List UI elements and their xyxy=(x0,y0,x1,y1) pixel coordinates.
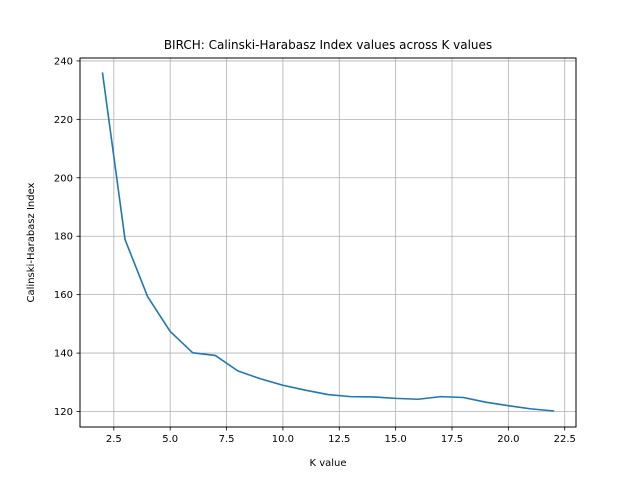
chart-title: BIRCH: Calinski-Harabasz Index values ac… xyxy=(164,38,492,52)
x-axis: 2.5 5.0 7.5 10.0 12.5 15.0 17.5 20.0 22.5 xyxy=(106,427,576,445)
plot-frame xyxy=(79,57,577,428)
x-tick-label: 10.0 xyxy=(272,434,294,445)
x-tick-label: 12.5 xyxy=(328,434,350,445)
y-tick-label: 240 xyxy=(54,56,73,67)
series-line xyxy=(101,72,555,412)
x-tick-label: 7.5 xyxy=(219,434,235,445)
y-axis: 120 140 160 180 200 220 240 xyxy=(54,56,80,418)
x-tick-label: 5.0 xyxy=(162,434,178,445)
y-tick-label: 200 xyxy=(54,173,73,184)
x-tick-label: 2.5 xyxy=(106,434,122,445)
y-tick-label: 120 xyxy=(54,407,73,418)
x-tick-label: 17.5 xyxy=(441,434,463,445)
x-axis-label: K value xyxy=(309,458,346,469)
y-tick-label: 160 xyxy=(54,290,73,301)
y-tick-label: 220 xyxy=(54,115,73,126)
y-axis-label: Calinski-Harabasz Index xyxy=(26,182,37,302)
x-tick-label: 20.0 xyxy=(497,434,519,445)
y-tick-label: 180 xyxy=(54,232,73,243)
series-layer xyxy=(101,72,555,412)
grid xyxy=(80,58,576,427)
y-tick-label: 140 xyxy=(54,349,73,360)
x-tick-label: 15.0 xyxy=(385,434,407,445)
x-tick-label: 22.5 xyxy=(554,434,576,445)
